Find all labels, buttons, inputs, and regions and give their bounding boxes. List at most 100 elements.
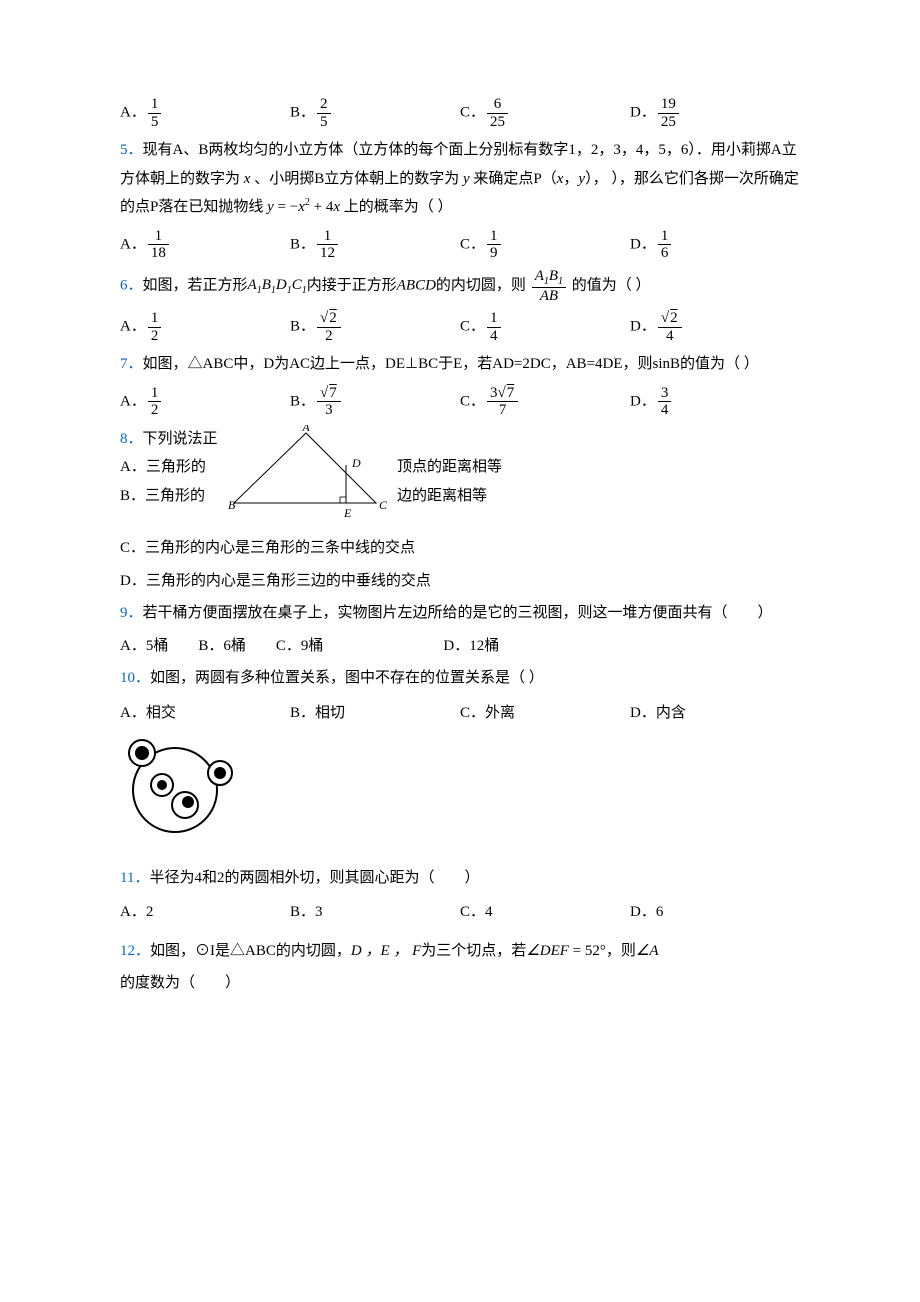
q5-eq-c: + 4 [310,199,333,215]
q12-t3: 为三个切点，若 [421,943,526,959]
q6-opt-a: A．12 [120,310,290,344]
q12-t4: ，则 [606,943,636,959]
q5-opt-d: D．16 [630,228,800,262]
q10-options: A．相交 B．相切 C．外离 D．内含 [120,699,800,728]
q8-stem-text: 下列说法正 [143,431,218,447]
q12-pts: D ，E ， F [351,943,421,959]
q7-c-d: 7 [487,402,518,419]
q5-eq-a: = − [278,199,299,215]
q11-text: 半径为4和2的两圆相外切，则其圆心距为（ ） [149,870,479,886]
q10-opt-d: D．内含 [630,699,800,728]
q5-a-n: 1 [148,228,169,246]
circles-svg [120,735,240,845]
q8-stem: 8．下列说法正 A．三角形的 B．三角形的 A B C D E 顶点的距离相等 … [120,425,800,531]
q7-d-d: 4 [658,402,672,419]
q7-opt-b: B．√73 [290,385,460,419]
q10-c: 外离 [485,705,515,721]
q5-t3: 来确定点P（ [473,171,556,187]
q6-number: 6． [120,277,143,293]
q4-c-den: 25 [487,114,508,131]
q9-stem: 9．若干桶方便面摆放在桌子上，实物图片左边所给的是它的三视图，则这一堆方便面共有… [120,599,800,628]
q5-number: 5． [120,142,143,158]
q7-opt-a: A．12 [120,385,290,419]
q8-col-right: 顶点的距离相等 边的距离相等 [397,425,502,511]
q12-t1: 如图，⊙I是 [150,943,230,959]
q8-b-mid: 边的距离相等 [397,482,502,511]
lbl-B: B [228,498,236,512]
q6-stem: 6．如图，若正方形A1B1D1C1内接于正方形ABCD的内切圆，则 A1B1AB… [120,268,800,305]
q12-ang2: ∠A [636,943,659,959]
q4-opt-c: C．625 [460,96,630,130]
triangle-svg: A B C D E [226,425,391,520]
q12-eq: = 52° [569,943,606,959]
q9-b: 6桶 [223,638,246,654]
q5-px: x [557,171,564,187]
q7-opt-d: D．34 [630,385,800,419]
q5-paren-close: ）， [585,171,608,187]
q4-opt-d: D．1925 [630,96,800,130]
q11-opt-d: D．6 [630,898,800,927]
q7-text: 如图，△ABC中，D为AC边上一点，DE⊥BC于E，若AD=2DC，AB=4DE… [143,356,759,372]
q7-c-n: 3√7 [487,385,518,403]
q5-d-d: 6 [658,245,672,262]
q6-c-d: 4 [487,328,501,345]
q5-d-n: 1 [658,228,672,246]
q5-a-d: 18 [148,245,169,262]
q12-t5: 的度数为（ ） [120,969,800,998]
q5-t2: 、小明掷B立方体朝上的数字为 [254,171,459,187]
q7-a-n: 1 [148,385,162,403]
q4-opt-b: B．25 [290,96,460,130]
q7-stem: 7．如图，△ABC中，D为AC边上一点，DE⊥BC于E，若AD=2DC，AB=4… [120,350,800,379]
q11-d: 6 [656,904,664,920]
q5-b-n: 1 [317,228,338,246]
q6-d-n: √2 [658,310,682,328]
q7-figure: A B C D E [226,425,391,531]
q12-t2: 的内切圆， [276,943,351,959]
q6-opt-d: D．√24 [630,310,800,344]
q6-options: A．12 B．√22 C．14 D．√24 [120,310,800,344]
lbl-C: C [379,498,388,512]
q7-d-n: 3 [658,385,672,403]
q11-opt-c: C．4 [460,898,630,927]
q5-eq-b: x [298,199,305,215]
q6-t3: 的内切圆，则 [436,277,526,293]
q11-a: 2 [146,904,154,920]
q9-d: 12桶 [469,638,499,654]
q11-opt-a: A．2 [120,898,290,927]
q4-options: A．15 B．25 C．625 D．1925 [120,96,800,130]
q6-t2: 内接于正方形 [307,277,397,293]
q7-b-d: 3 [317,402,341,419]
q6-opt-c: C．14 [460,310,630,344]
q5-eq-d: x [333,199,340,215]
q8-number: 8． [120,431,143,447]
q10-opt-c: C．外离 [460,699,630,728]
q7-opt-c: C．3√77 [460,385,630,419]
q8-opt-d: D．三角形的内心是三角形三边的中垂线的交点 [120,567,800,596]
q4-a-den: 5 [148,114,162,131]
q6-d-rad: 2 [669,310,679,326]
q11-opt-b: B．3 [290,898,460,927]
q11-b: 3 [315,904,323,920]
q7-options: A．12 B．√73 C．3√77 D．34 [120,385,800,419]
q6-a-n: 1 [148,310,162,328]
q4-b-num: 2 [317,96,331,114]
q5-opt-b: B．112 [290,228,460,262]
q7-number: 7． [120,356,143,372]
q5-var-y: y [463,171,470,187]
q12-tri: △ABC [230,943,276,959]
q5-options: A．118 B．112 C．19 D．16 [120,228,800,262]
q4-opt-a: A．15 [120,96,290,130]
q5-opt-c: C．19 [460,228,630,262]
q5-c-d: 9 [487,245,501,262]
q10-number: 10． [120,670,150,686]
q6-outer: ABCD [397,277,436,293]
q8-opt-c: C．三角形的内心是三角形的三条中线的交点 [120,534,800,563]
q6-c-n: 1 [487,310,501,328]
q4-d-den: 25 [658,114,679,131]
q4-d-num: 19 [658,96,679,114]
q10-d: 内含 [656,705,686,721]
q4-a-num: 1 [148,96,162,114]
q9-text: 若干桶方便面摆放在桌子上，实物图片左边所给的是它的三视图，则这一堆方便面共有（ … [143,605,773,621]
lbl-A: A [301,425,310,434]
q7-b-n: √7 [317,385,341,403]
